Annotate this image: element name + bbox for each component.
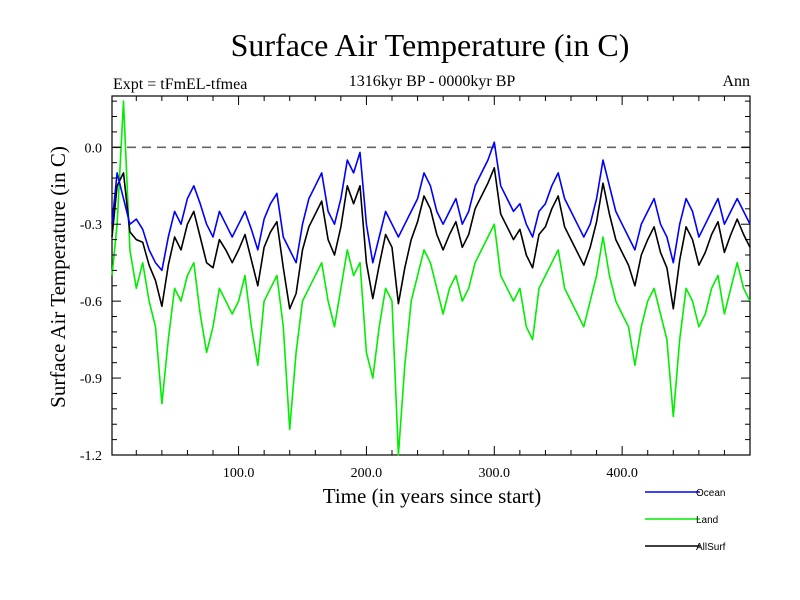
y-tick-label: -0.6: [80, 295, 102, 310]
chart-subtitle: 1316kyr BP - 0000kyr BP: [349, 73, 516, 90]
x-axis-label: Time (in years since start): [323, 484, 542, 508]
series-line-ocean: [111, 141, 751, 272]
series-line-land: [111, 100, 751, 456]
y-tick-label: -1.2: [80, 449, 102, 464]
x-tick-label: 100.0: [223, 466, 255, 481]
axis-ticks: -1.2 -0.9 -0.6 -0.3 0.0 100.0 200.0 300.0 400.0: [80, 96, 751, 481]
y-tick-label: -0.9: [80, 372, 102, 387]
season-label: Ann: [722, 73, 750, 90]
x-tick-label: 400.0: [606, 466, 638, 481]
series-line-allsurf: [111, 167, 751, 310]
legend-label-allsurf: AllSurf: [696, 542, 726, 553]
y-axis-label: Surface Air Temperature (in C): [46, 146, 70, 408]
y-tick-label: 0.0: [85, 141, 103, 156]
chart-title: Surface Air Temperature (in C): [231, 27, 630, 63]
series-layer: [111, 100, 751, 456]
legend: Ocean Land AllSurf: [645, 488, 726, 553]
plot-area: [111, 95, 751, 456]
plot-frame: [111, 95, 751, 456]
experiment-label: Expt = tFmEL-tfmea: [113, 76, 247, 93]
legend-label-land: Land: [696, 515, 718, 526]
legend-label-ocean: Ocean: [696, 488, 725, 499]
x-tick-label: 200.0: [351, 466, 383, 481]
x-tick-label: 300.0: [479, 466, 511, 481]
y-tick-label: -0.3: [80, 218, 102, 233]
